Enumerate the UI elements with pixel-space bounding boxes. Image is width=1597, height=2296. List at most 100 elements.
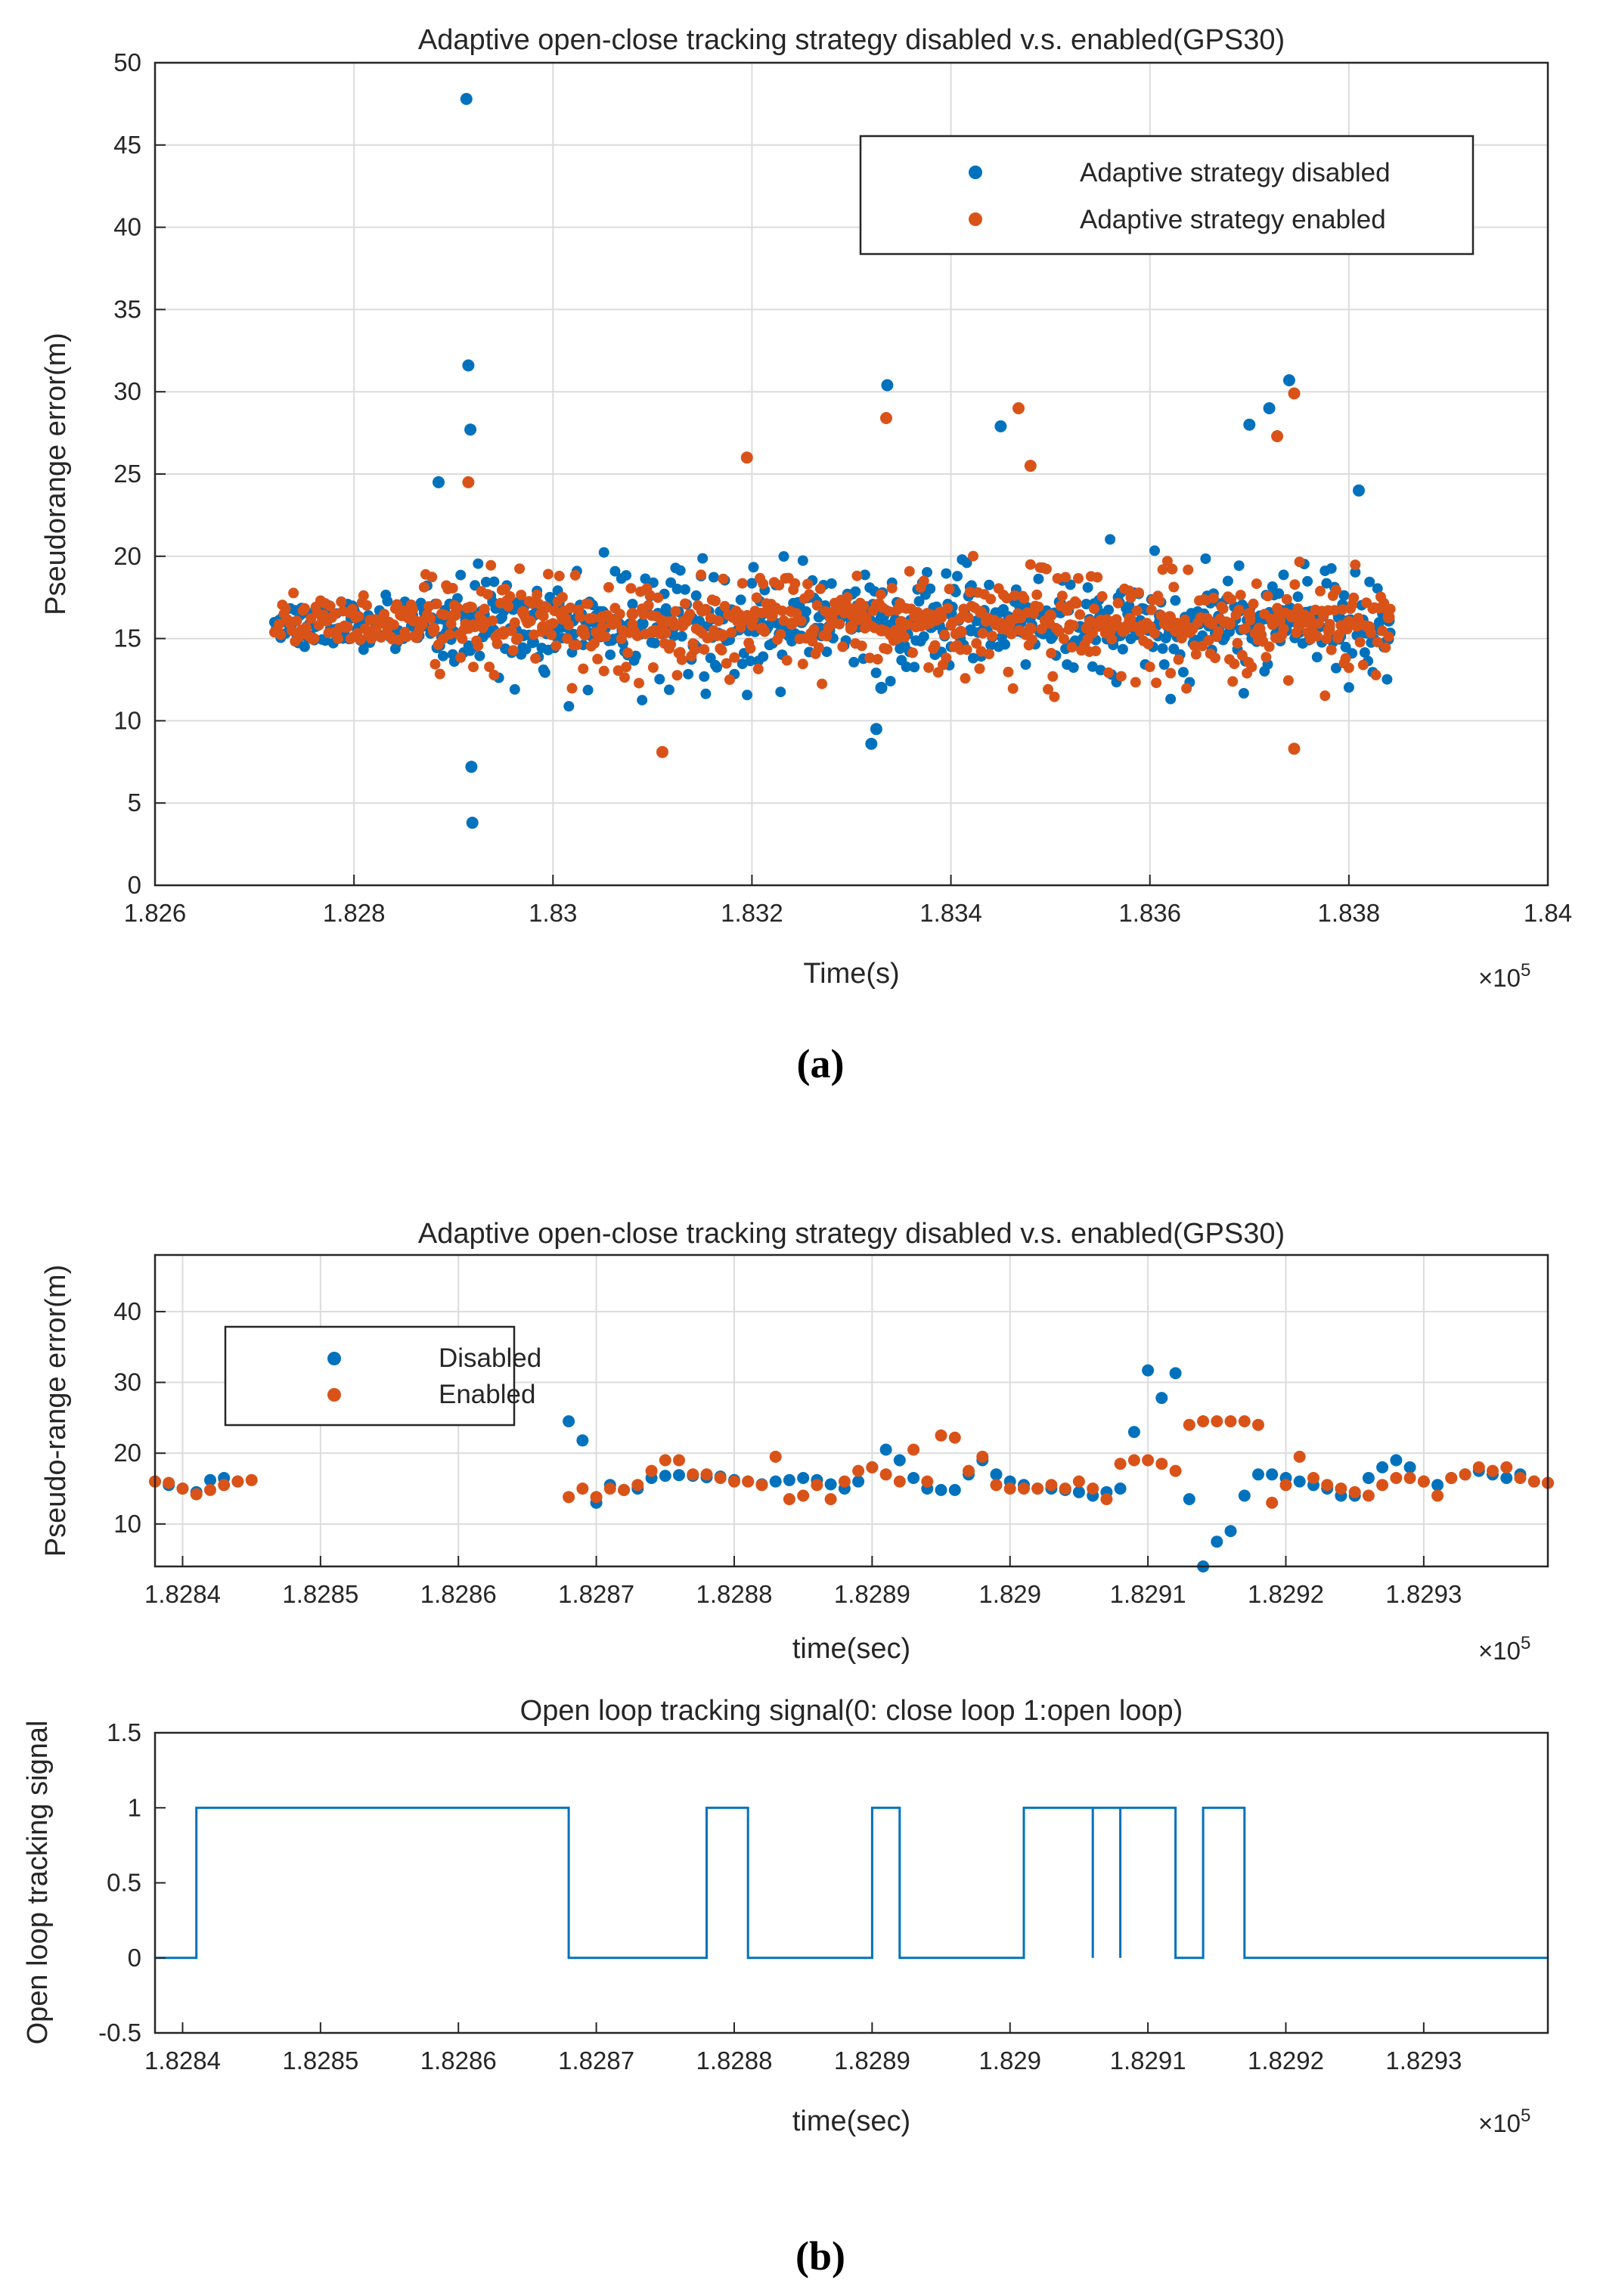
data-point: [1124, 600, 1135, 612]
data-point: [1292, 591, 1304, 603]
data-point: [541, 602, 552, 613]
panel-b-top-x-exponent: ×105: [1478, 1633, 1530, 1665]
data-point: [1177, 667, 1189, 678]
data-point: [817, 678, 828, 689]
data-point: [671, 584, 683, 594]
data-point: [1200, 595, 1211, 606]
data-point: [944, 584, 955, 595]
data-point: [587, 612, 598, 624]
data-point: [447, 609, 460, 622]
data-point: [507, 645, 519, 656]
data-point: [1031, 1483, 1044, 1495]
x-tick-label: 1.8289: [834, 1580, 910, 1608]
data-point: [245, 1473, 258, 1486]
data-point: [710, 596, 721, 606]
data-point: [1142, 1364, 1155, 1377]
data-point: [622, 647, 634, 658]
data-point: [1197, 1415, 1210, 1427]
data-point: [1359, 647, 1370, 658]
data-point: [885, 676, 896, 686]
data-point: [1233, 604, 1245, 615]
data-point: [427, 622, 440, 635]
data-point: [1084, 615, 1096, 628]
data-point: [1044, 609, 1057, 622]
data-point: [1353, 484, 1365, 497]
y-tick-label: 5: [128, 789, 141, 816]
x-tick-label: 1.834: [919, 899, 982, 927]
data-point: [388, 619, 399, 631]
data-point: [626, 608, 639, 620]
data-point: [755, 1479, 768, 1492]
data-point: [1144, 662, 1155, 673]
data-point: [1362, 1489, 1375, 1502]
data-point: [963, 1464, 975, 1477]
data-point: [1236, 649, 1248, 661]
y-tick-label: 10: [113, 1510, 141, 1538]
data-point: [1117, 643, 1128, 655]
x-tick-label: 1.8284: [144, 2047, 221, 2074]
data-point: [444, 629, 455, 640]
data-point: [976, 1450, 989, 1463]
data-point: [777, 606, 788, 616]
data-point: [1248, 598, 1259, 609]
data-point: [1211, 1415, 1223, 1427]
data-point: [1337, 604, 1348, 615]
data-point: [1065, 579, 1076, 590]
data-point: [546, 629, 557, 640]
data-point: [1036, 624, 1047, 634]
data-point: [1243, 418, 1256, 431]
x-tick-label: 1.8287: [558, 2047, 634, 2074]
panel-b-top-ytick-labels: 10 20 30 40: [113, 1297, 166, 1538]
data-point: [1527, 1475, 1540, 1488]
data-point: [1370, 669, 1381, 680]
data-point: [775, 686, 786, 698]
data-point: [1072, 1475, 1085, 1488]
data-point: [1288, 742, 1301, 755]
legend-marker-enabled-b: [327, 1388, 341, 1402]
data-point: [462, 476, 475, 488]
data-point: [1266, 1468, 1279, 1481]
data-point: [1226, 593, 1237, 605]
x-tick-label: 1.83: [529, 899, 577, 927]
data-point: [1335, 1483, 1347, 1495]
data-point: [718, 573, 729, 584]
data-point: [1372, 637, 1383, 648]
data-point: [1105, 534, 1116, 545]
data-point: [719, 600, 730, 612]
data-point: [922, 567, 932, 578]
data-point: [825, 612, 838, 625]
data-point: [1403, 1461, 1416, 1473]
x-tick-label: 1.8287: [558, 1580, 634, 1608]
data-point: [901, 662, 912, 672]
data-point: [786, 618, 798, 630]
data-point: [433, 476, 445, 488]
data-point: [676, 619, 689, 632]
data-point: [438, 650, 448, 662]
data-point: [606, 618, 619, 630]
data-point: [1090, 646, 1102, 656]
data-point: [1003, 1483, 1016, 1495]
data-point: [1472, 1461, 1485, 1473]
data-point: [941, 652, 952, 664]
x-tick-label: 1.8285: [282, 2047, 358, 2074]
data-point: [680, 584, 690, 595]
data-point: [708, 572, 719, 583]
data-point: [984, 579, 995, 590]
data-point: [977, 627, 988, 639]
data-point: [1106, 634, 1118, 645]
data-point: [1103, 604, 1114, 615]
data-point: [578, 663, 589, 674]
data-point: [1155, 1392, 1168, 1405]
x-tick-label: 1.8289: [834, 2047, 910, 2074]
data-point: [1372, 583, 1383, 594]
data-point: [1303, 612, 1316, 625]
data-point: [964, 587, 975, 598]
x-tick-label: 1.8293: [1385, 2047, 1462, 2074]
data-point: [1149, 545, 1160, 556]
panel-a: 1.826 1.828 1.83 1.832 1.834 1.836 1.838 1.84 0…: [40, 24, 1572, 992]
data-point: [1266, 1496, 1279, 1509]
data-point: [1334, 629, 1345, 640]
data-point: [576, 1483, 589, 1495]
x-tick-label: 1.84: [1524, 899, 1572, 927]
data-point: [647, 662, 659, 673]
